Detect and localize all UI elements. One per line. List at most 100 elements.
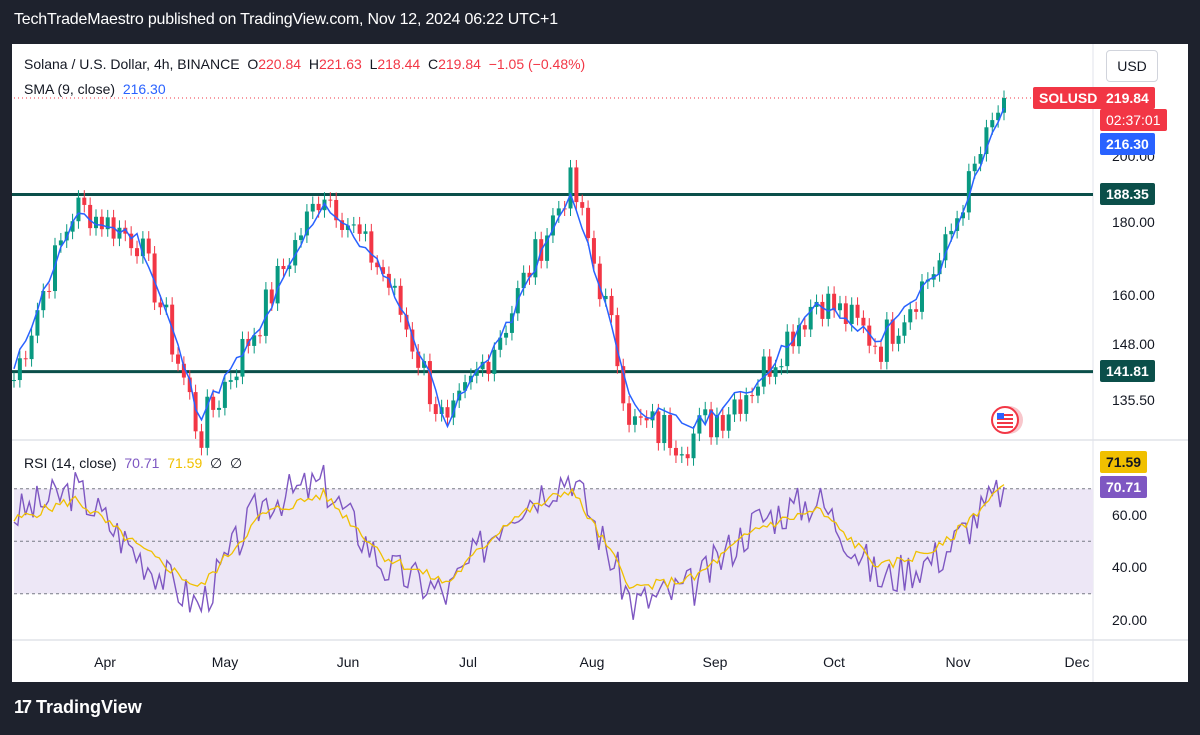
us-flag-event-icon[interactable] [990, 404, 1024, 436]
time-axis-label: Apr [94, 654, 116, 670]
candle-body [463, 382, 468, 391]
candle-body [263, 289, 268, 336]
support-price-tag: 141.81 [1100, 360, 1155, 382]
sma-price-tag: 216.30 [1100, 133, 1155, 155]
publish-header: TechTradeMaestro published on TradingVie… [0, 0, 1200, 44]
candle-body [23, 358, 28, 360]
candle-body [410, 329, 415, 352]
candle-body [1002, 97, 1006, 113]
candle-body [662, 414, 667, 444]
candle-body [709, 409, 714, 438]
candle-body [720, 415, 725, 431]
rsi-legend[interactable]: RSI (14, close) 70.71 71.59 ∅ ∅ [24, 455, 242, 472]
candle-body [99, 216, 104, 230]
candle-body [580, 202, 585, 208]
candle-body [310, 203, 315, 212]
candle-body [152, 253, 157, 303]
candle-body [433, 404, 438, 415]
candle-body [70, 221, 75, 232]
candle-body [703, 409, 708, 416]
candle-body [217, 407, 222, 410]
sma-legend[interactable]: SMA (9, close) 216.30 [24, 81, 166, 97]
candle-body [146, 238, 151, 254]
candle-body [105, 217, 110, 230]
candle-body [474, 369, 479, 376]
rsi-value: 70.71 [124, 455, 160, 471]
candle-body [609, 295, 614, 316]
candle-body [556, 208, 561, 216]
candle-body [58, 240, 63, 246]
candle-body [978, 154, 983, 164]
candle-body [357, 224, 362, 234]
price-axis-label: 148.00 [1112, 336, 1155, 352]
close-value: 219.84 [438, 56, 481, 72]
candle-body [521, 272, 526, 289]
candle-body [791, 331, 796, 347]
candle-body [369, 231, 374, 263]
candle-body [345, 225, 350, 230]
high-value: 221.63 [318, 56, 362, 72]
candle-body [240, 338, 245, 377]
candle-body [164, 304, 169, 308]
candle-body [966, 171, 971, 213]
rsi-sma-value: 71.59 [167, 455, 203, 471]
candle-body [53, 245, 58, 292]
time-axis-label: Jul [459, 654, 477, 670]
time-axis-label: Nov [945, 654, 971, 670]
candle-body [884, 319, 889, 362]
time-axis-label: Oct [823, 654, 845, 670]
candle-body [919, 281, 924, 312]
candle-body [785, 331, 790, 367]
currency-button[interactable]: USD [1106, 50, 1158, 82]
candle-body [269, 289, 274, 304]
candle-body [990, 120, 995, 128]
rsi-label: RSI (14, close) [24, 455, 117, 471]
candle-body [820, 301, 825, 319]
price-axis-label: 160.00 [1112, 287, 1155, 303]
candle-body [492, 349, 497, 374]
candle-body [750, 395, 755, 397]
close-label: C [427, 56, 439, 72]
candle-body [890, 319, 895, 344]
brand-name: TradingView [36, 697, 142, 717]
rsi-band [14, 488, 1093, 594]
candle-body [650, 411, 655, 421]
candle-body [744, 395, 749, 414]
tradingview-brand[interactable]: 17 TradingView [14, 697, 142, 718]
candle-body [234, 376, 239, 381]
candle-body [480, 361, 485, 370]
candle-body [861, 317, 866, 326]
candle-body [597, 263, 602, 300]
time-axis-label: Dec [1064, 654, 1090, 670]
candle-body [334, 199, 339, 221]
candle-body [761, 356, 766, 387]
candle-body [638, 416, 643, 418]
candle-body [685, 454, 690, 459]
rsi-sma-tag: 71.59 [1100, 451, 1148, 473]
candle-body [878, 346, 883, 362]
candle-body [849, 304, 854, 324]
candle-body [140, 238, 145, 257]
candle-body [732, 399, 737, 415]
candle-body [855, 304, 860, 318]
candle-body [832, 293, 837, 311]
candle-body [972, 163, 977, 172]
candle-body [984, 127, 989, 155]
rsi-axis-label: 60.00 [1112, 507, 1148, 523]
tradingview-logo-icon: 17 [14, 697, 32, 717]
resistance-price-tag: 188.35 [1100, 183, 1155, 205]
candle-body [12, 380, 16, 382]
candle-body [94, 216, 99, 229]
candle-body [427, 361, 432, 405]
change-value: −1.05 (−0.48%) [488, 56, 586, 72]
candle-body [796, 325, 801, 347]
candle-body [187, 377, 192, 393]
candle-body [691, 433, 696, 459]
candle-body [679, 454, 684, 456]
candle-body [404, 314, 409, 330]
candle-body [375, 262, 380, 268]
countdown-tag: 02:37:01 [1100, 109, 1167, 131]
symbol-label[interactable]: Solana / U.S. Dollar, 4h, BINANCE [24, 56, 240, 72]
candle-body [574, 167, 579, 203]
